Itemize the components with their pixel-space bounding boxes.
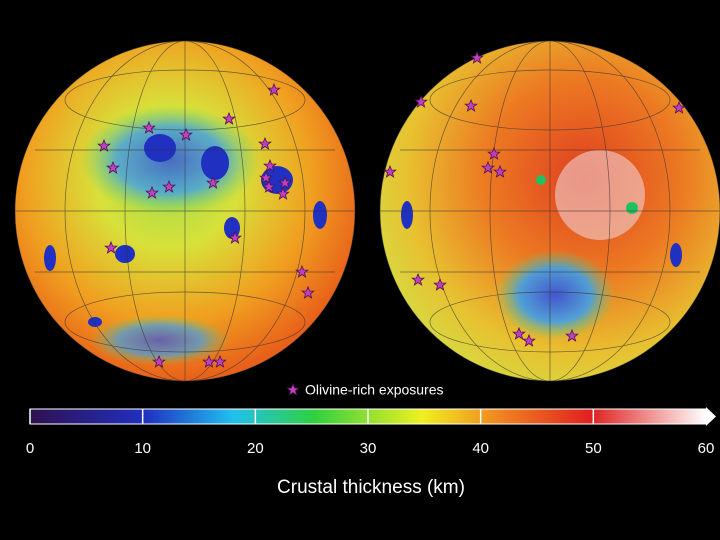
legend-label: Olivine-rich exposures	[305, 382, 444, 398]
colorbar-tick-label: 50	[585, 440, 602, 457]
colorbar-tick-label: 40	[472, 440, 489, 457]
legend-marker	[286, 383, 300, 396]
colorbar-tick-label: 0	[26, 440, 34, 457]
colorbar-label: Crustal thickness (km)	[277, 477, 465, 498]
colorbar	[29, 407, 716, 426]
colorbar-tick-label: 60	[698, 440, 715, 457]
left-globe	[14, 40, 356, 382]
right-globe	[379, 40, 720, 382]
colorbar-tick-label: 30	[360, 440, 377, 457]
colorbar-tick-label: 20	[247, 440, 264, 457]
colorbar-tick-label: 10	[134, 440, 151, 457]
